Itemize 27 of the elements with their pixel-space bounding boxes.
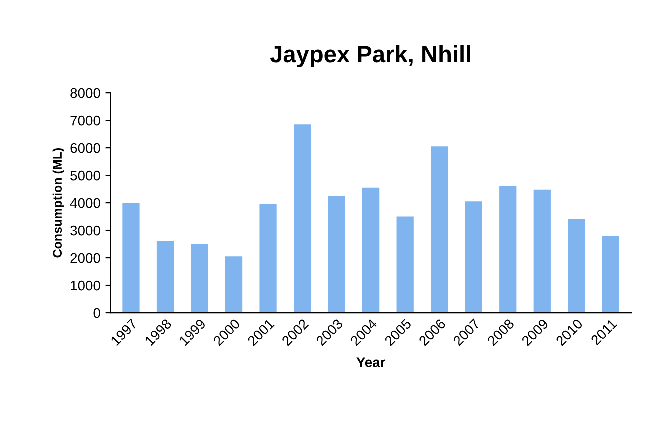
- x-axis-title: Year: [356, 358, 386, 368]
- bar: [362, 188, 380, 314]
- bar: [568, 220, 586, 314]
- bar: [534, 190, 551, 314]
- y-tick-label: 7000: [70, 116, 100, 126]
- y-tick-label: 6000: [70, 143, 100, 154]
- bar: [328, 196, 346, 314]
- y-tick-label: 2000: [70, 253, 100, 264]
- y-axis-title: Consumption (ML): [52, 148, 64, 258]
- bar: [156, 242, 174, 314]
- bar: [431, 146, 448, 314]
- chart-title: Jaypex Park, Nhill: [270, 45, 470, 68]
- y-tick-label: 0: [94, 308, 100, 318]
- y-tick-label: 3000: [70, 226, 100, 236]
- bar: [122, 203, 140, 314]
- bar: [396, 216, 414, 314]
- y-tick-label: 1000: [71, 280, 100, 291]
- bar: [260, 204, 277, 314]
- bar: [225, 256, 243, 314]
- bar: [294, 124, 312, 314]
- bar: [500, 186, 517, 314]
- y-tick-label: 5000: [70, 170, 100, 181]
- bar: [465, 202, 482, 314]
- bar: [191, 244, 208, 314]
- y-tick-label: 8000: [70, 88, 100, 98]
- bar: [602, 236, 620, 314]
- y-tick-label: 4000: [70, 198, 100, 208]
